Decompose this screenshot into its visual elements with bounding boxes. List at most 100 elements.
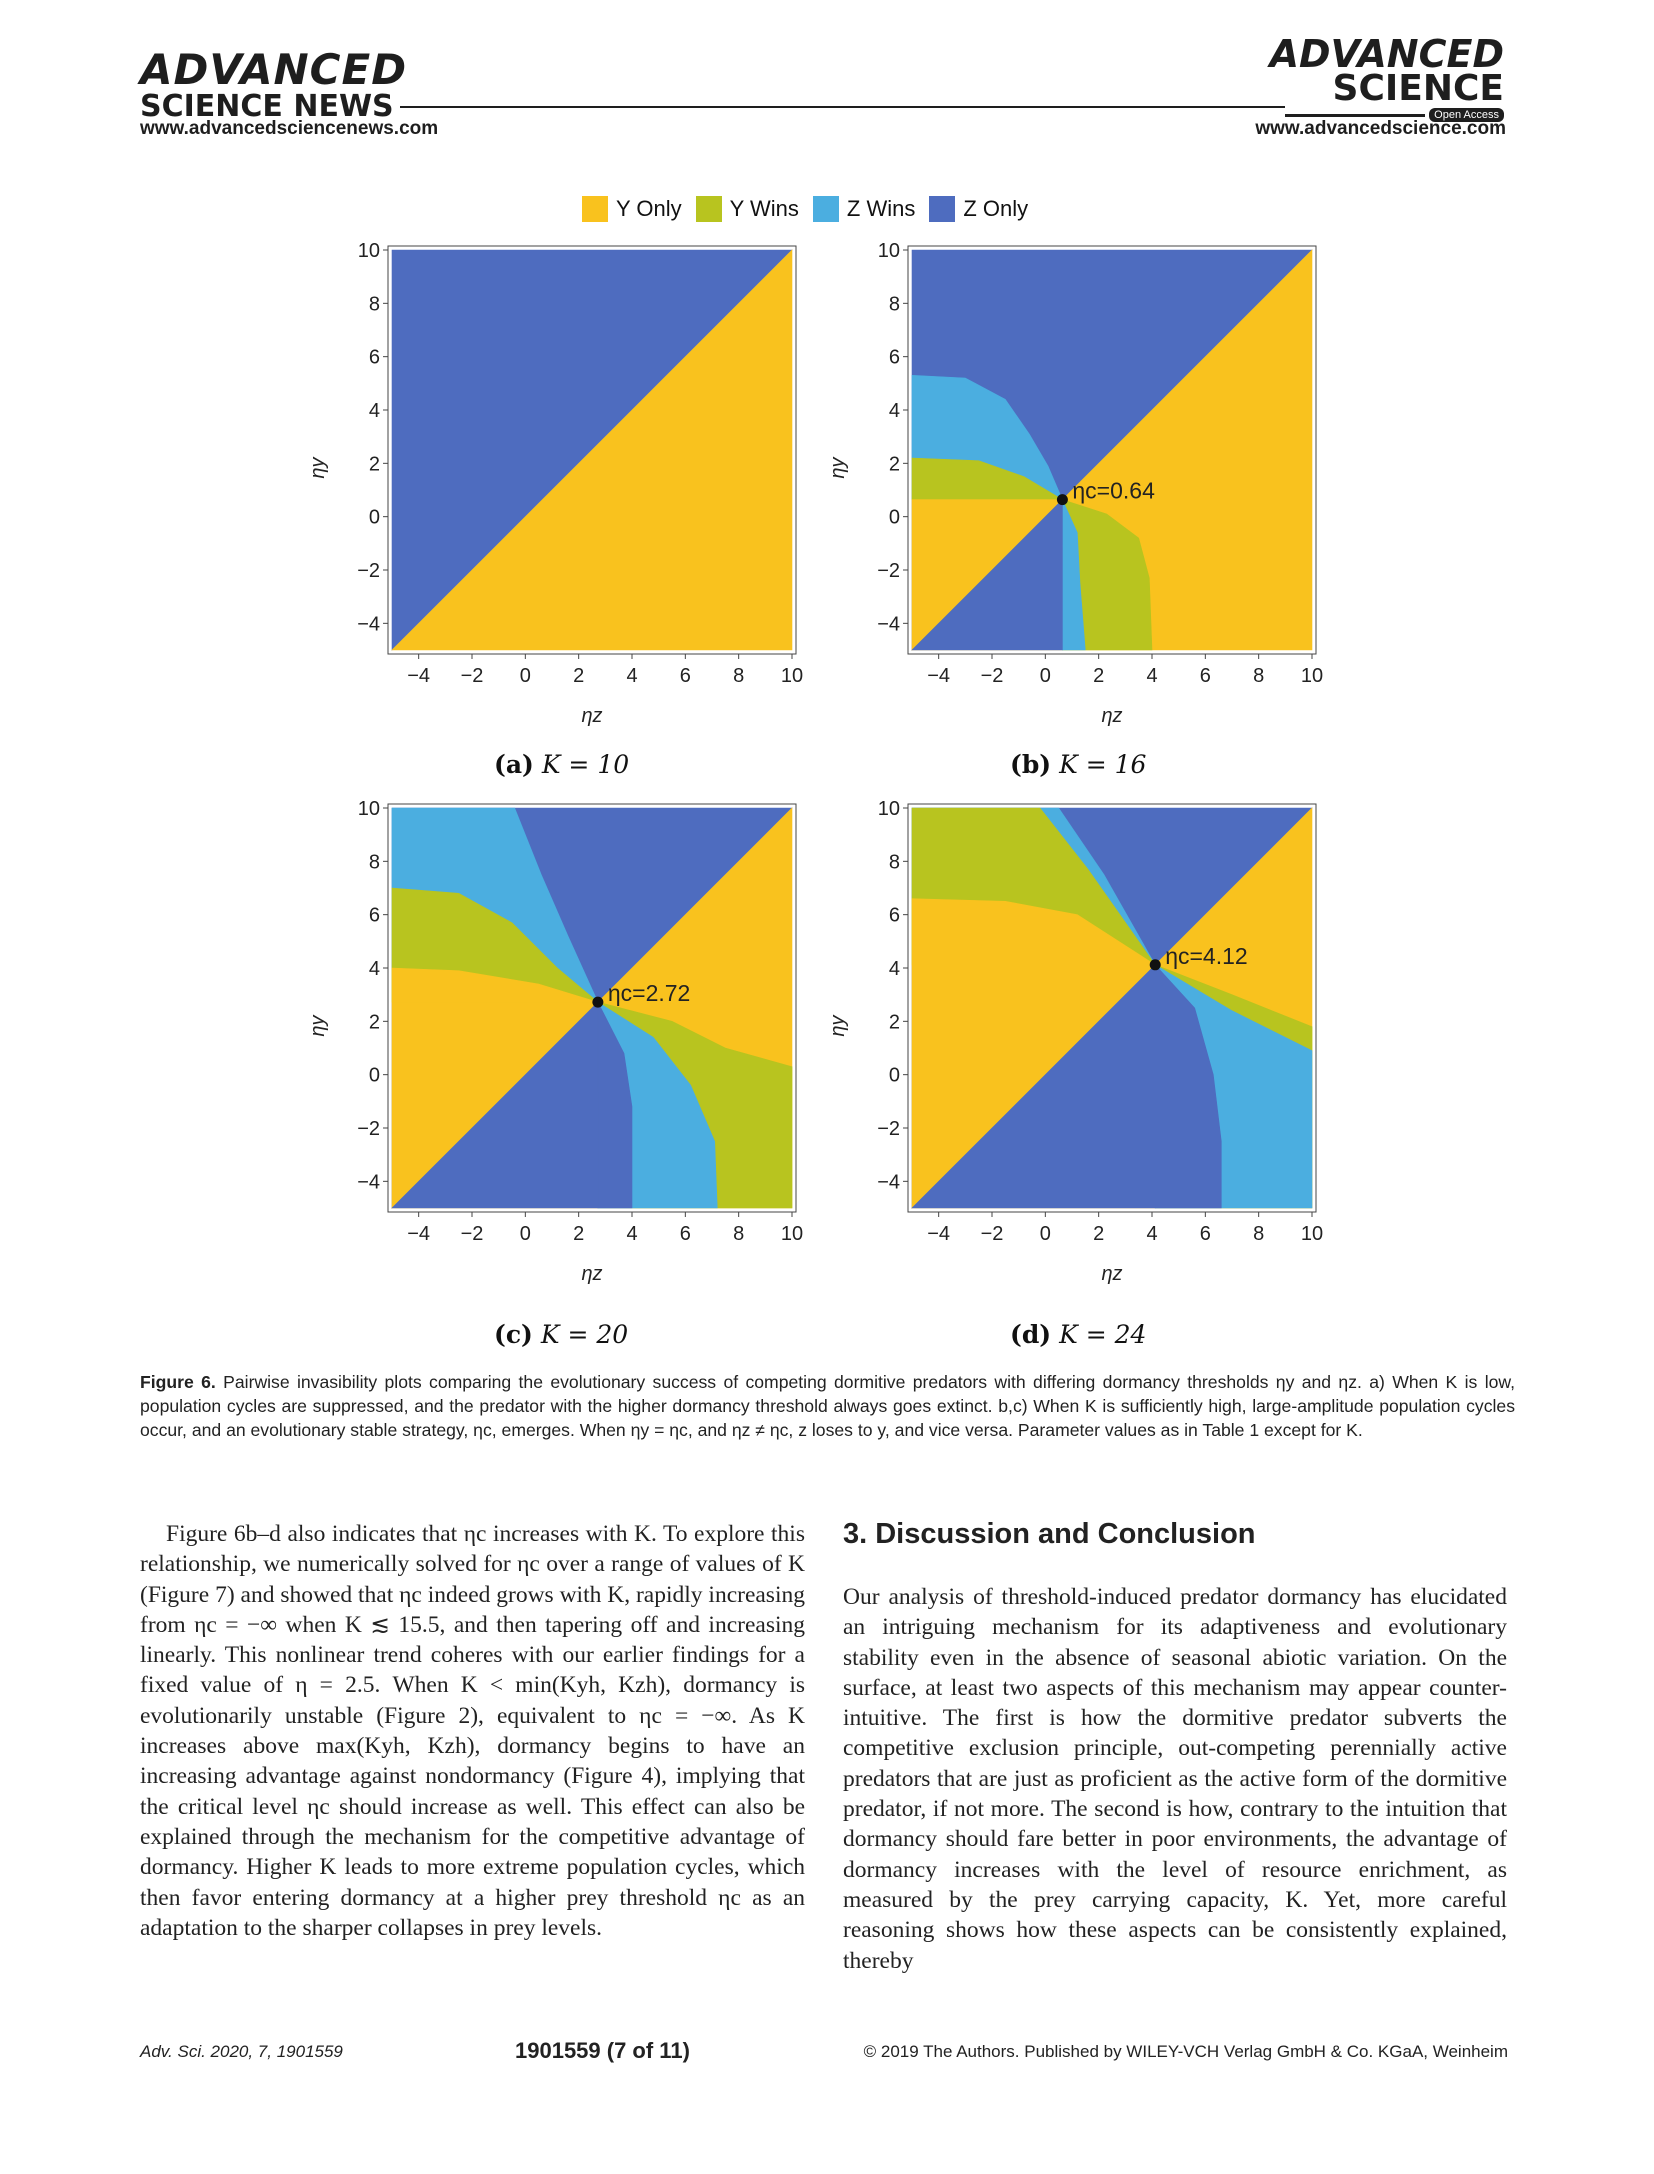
subcaption-text: K = 10 (541, 750, 630, 779)
x-tick-label: −4 (927, 1223, 950, 1245)
plot-panel-b: −4 −4 −2 −2 0 0 2 2 4 4 6 6 8 8 10 10 ηz ηy ηc=0.64 (827, 240, 1323, 727)
y-tick-label: 2 (889, 1011, 900, 1033)
region-y-only (391, 249, 793, 651)
y-tick-label: 6 (369, 347, 380, 369)
legend-label: Y Wins (729, 196, 799, 221)
ess-point (1149, 959, 1161, 971)
ess-label: ηc=4.12 (1165, 943, 1248, 969)
region-y-only (911, 898, 1157, 966)
header-right-url[interactable]: www.advancedscience.com (1255, 118, 1506, 139)
x-axis-label: ηz (581, 705, 602, 727)
x-tick-label: 4 (1146, 665, 1157, 687)
logo-left-line1: ADVANCED (140, 45, 408, 94)
subcaption-text: K = 20 (540, 1320, 629, 1349)
subcaption-a: (a) K = 10 (494, 750, 629, 779)
y-tick-label: 4 (889, 958, 900, 980)
y-tick-label: 6 (889, 347, 900, 369)
ess-label: ηc=0.64 (1072, 478, 1155, 504)
x-tick-label: −2 (461, 1223, 484, 1245)
region-z-only (911, 964, 1156, 1209)
legend-swatch (929, 196, 956, 222)
logo-right-line2: SCIENCE (1332, 68, 1504, 109)
body-paragraph: Figure 6b–d also indicates that ηc incre… (140, 1521, 805, 1941)
x-tick-label: 2 (1093, 1223, 1104, 1245)
x-tick-label: 8 (1253, 1223, 1264, 1245)
x-tick-label: −2 (981, 1223, 1004, 1245)
x-tick-label: 10 (781, 1223, 803, 1245)
x-tick-label: 0 (1040, 665, 1051, 687)
y-tick-label: −4 (877, 613, 900, 635)
plot-panel-d: −4 −4 −2 −2 0 0 2 2 4 4 6 6 8 8 10 10 ηz ηy ηc=4.12 (827, 798, 1323, 1285)
x-tick-label: 6 (680, 665, 691, 687)
y-tick-label: 0 (369, 1065, 380, 1087)
x-tick-label: 10 (1301, 665, 1323, 687)
legend-label: Y Only (616, 196, 682, 221)
logo-left-line2: SCIENCE NEWS (140, 89, 394, 124)
y-tick-label: 10 (878, 798, 900, 820)
figure-legend: Y Only Y Wins Z Wins Z Only (582, 196, 1042, 222)
legend-label: Z Wins (846, 196, 916, 221)
ess-point (1056, 494, 1068, 506)
logo-right-line1: ADVANCED (1269, 32, 1504, 76)
subcaption-b: (b) K = 16 (1010, 750, 1146, 779)
y-tick-label: 6 (369, 905, 380, 927)
x-tick-label: 2 (1093, 665, 1104, 687)
journal-logo-left: ADVANCED SCIENCE NEWS (140, 45, 408, 124)
legend-item-z-only: Z Only (929, 196, 1028, 222)
x-axis-label: ηz (1101, 1263, 1122, 1285)
body-paragraph: Our analysis of threshold-induced predat… (843, 1584, 1507, 1974)
footer-citation: Adv. Sci. 2020, 7, 1901559 (140, 2042, 343, 2061)
journal-logo-right: ADVANCED SCIENCE Open Access (1269, 32, 1504, 122)
y-tick-label: 8 (369, 293, 380, 315)
x-tick-label: 0 (1040, 1223, 1051, 1245)
figure-caption: Figure 6. Pairwise invasibility plots co… (140, 1370, 1515, 1442)
y-axis-label: ηy (827, 456, 849, 478)
x-tick-label: 4 (1146, 1223, 1157, 1245)
legend-label: Z Only (963, 196, 1029, 221)
x-tick-label: −4 (407, 665, 430, 687)
y-tick-label: 10 (878, 240, 900, 262)
body-column-right: Our analysis of threshold-induced predat… (843, 1582, 1507, 1976)
subcaption-letter: (a) (494, 750, 534, 779)
y-axis-label: ηy (827, 1014, 849, 1036)
x-tick-label: −2 (461, 665, 484, 687)
header-left-url[interactable]: www.advancedsciencenews.com (140, 118, 439, 139)
y-tick-label: −4 (357, 613, 380, 635)
region-y-wins (911, 457, 1064, 500)
x-tick-label: −4 (927, 665, 950, 687)
region-z-only (391, 1001, 599, 1209)
subcaption-text: K = 24 (1059, 1320, 1147, 1349)
subcaption-d: (d) K = 24 (1010, 1320, 1146, 1349)
x-tick-label: 8 (733, 665, 744, 687)
region-z-only (911, 498, 1063, 651)
ess-point (592, 996, 604, 1008)
legend-item-y-only: Y Only (582, 196, 682, 222)
y-tick-label: 2 (889, 453, 900, 475)
x-tick-label: 8 (1253, 665, 1264, 687)
figure-caption-text: Pairwise invasibility plots comparing th… (140, 1372, 1516, 1440)
x-tick-label: 10 (1301, 1223, 1323, 1245)
y-tick-label: −4 (357, 1171, 380, 1193)
y-tick-label: 8 (889, 293, 900, 315)
section-heading: 3. Discussion and Conclusion (843, 1518, 1256, 1550)
footer-copyright: © 2019 The Authors. Published by WILEY-V… (863, 2042, 1508, 2061)
x-tick-label: 6 (1200, 1223, 1211, 1245)
y-tick-label: 6 (889, 905, 900, 927)
body-column-left: Figure 6b–d also indicates that ηc incre… (140, 1519, 805, 1943)
x-tick-label: 4 (626, 1223, 637, 1245)
y-tick-label: 4 (369, 400, 380, 422)
y-tick-label: 0 (369, 507, 380, 529)
x-axis-label: ηz (581, 1263, 602, 1285)
x-tick-label: 2 (573, 1223, 584, 1245)
header-rule (400, 106, 1285, 108)
y-tick-label: 4 (889, 400, 900, 422)
y-tick-label: 8 (889, 851, 900, 873)
y-tick-label: 2 (369, 1011, 380, 1033)
y-tick-label: 0 (889, 507, 900, 529)
open-access-badge: Open Access (1429, 108, 1504, 122)
y-tick-label: 2 (369, 453, 380, 475)
legend-swatch (695, 196, 722, 222)
subcaption-c: (c) K = 20 (494, 1320, 628, 1349)
x-tick-label: 4 (626, 665, 637, 687)
y-tick-label: −2 (877, 1118, 900, 1140)
